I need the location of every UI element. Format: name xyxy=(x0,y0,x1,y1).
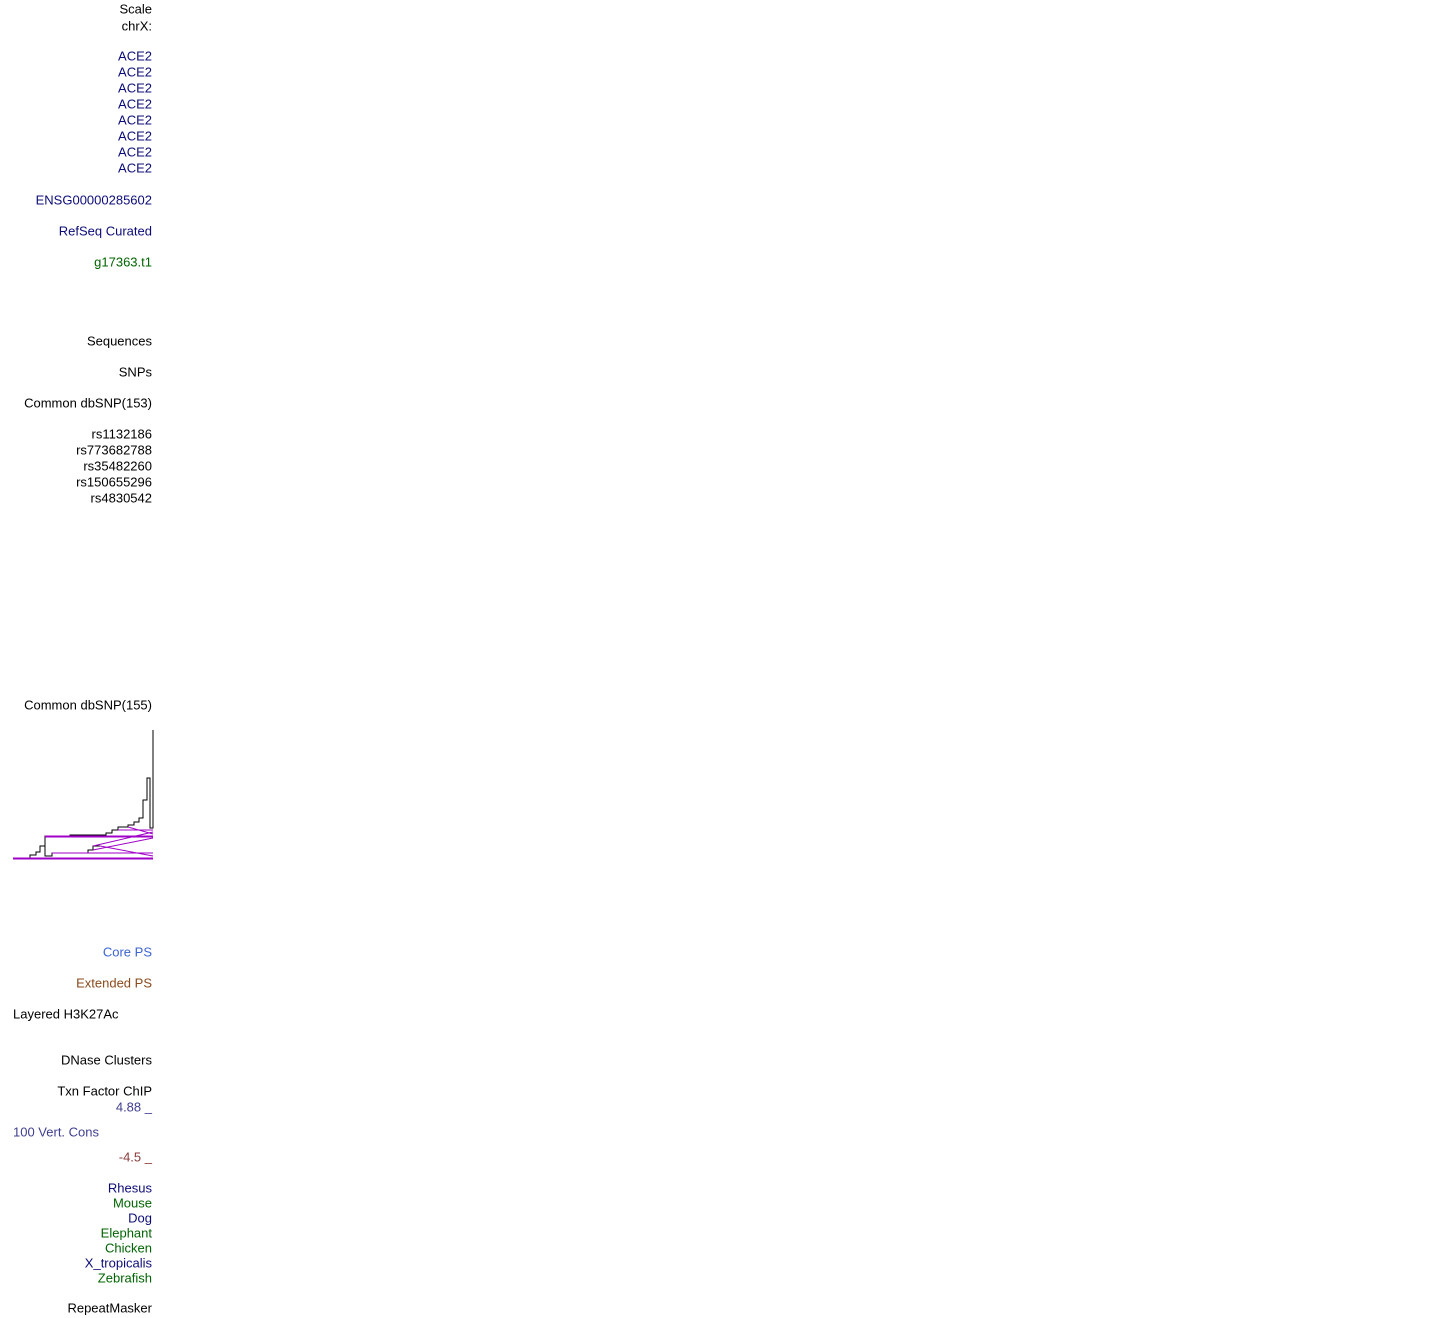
track-label[interactable]: RefSeq Curated xyxy=(59,223,152,238)
track-label[interactable]: 4.88 _ xyxy=(116,1099,153,1114)
track-label[interactable]: Elephant xyxy=(101,1225,153,1240)
track-label[interactable]: rs4830542 xyxy=(91,490,152,505)
track-label[interactable]: 100 Vert. Cons xyxy=(13,1124,99,1139)
track-label[interactable]: Core PS xyxy=(103,944,152,959)
track-label[interactable]: ACE2 xyxy=(118,48,152,63)
track-label[interactable]: Mouse xyxy=(113,1195,152,1210)
track-label[interactable]: RepeatMasker xyxy=(67,1300,152,1315)
track-label[interactable]: ENSG00000285602 xyxy=(36,192,152,207)
track-label[interactable]: chrX: xyxy=(122,18,152,33)
track-label[interactable]: Rhesus xyxy=(108,1180,153,1195)
track-label[interactable]: rs1132186 xyxy=(92,426,152,441)
track-label[interactable]: Extended PS xyxy=(76,975,152,990)
track-label[interactable]: Scale xyxy=(119,1,152,16)
track-label[interactable]: Common dbSNP(155) xyxy=(24,697,152,712)
track-label[interactable]: DNase Clusters xyxy=(61,1052,153,1067)
track-label[interactable]: ACE2 xyxy=(118,64,152,79)
track-label[interactable]: g17363.t1 xyxy=(94,254,152,269)
track-label[interactable]: ACE2 xyxy=(118,112,152,127)
tree-graphic xyxy=(13,730,154,860)
track-label[interactable]: Layered H3K27Ac xyxy=(13,1006,119,1021)
track-label[interactable]: Dog xyxy=(128,1210,152,1225)
track-label[interactable]: rs35482260 xyxy=(83,458,152,473)
track-label[interactable]: Common dbSNP(153) xyxy=(24,395,152,410)
track-label[interactable]: ACE2 xyxy=(118,80,152,95)
track-label[interactable]: SNPs xyxy=(119,364,153,379)
track-label[interactable]: ACE2 xyxy=(118,144,152,159)
track-label[interactable]: rs773682788 xyxy=(76,442,152,457)
track-label[interactable]: ACE2 xyxy=(118,128,152,143)
track-label[interactable]: ACE2 xyxy=(118,96,152,111)
track-label[interactable]: ACE2 xyxy=(118,160,152,175)
track-label[interactable]: Txn Factor ChIP xyxy=(57,1083,152,1098)
track-label[interactable]: Chicken xyxy=(105,1240,152,1255)
track-label[interactable]: X_tropicalis xyxy=(85,1255,153,1270)
track-label[interactable]: rs150655296 xyxy=(76,474,152,489)
track-label[interactable]: Sequences xyxy=(87,333,153,348)
track-label[interactable]: -4.5 _ xyxy=(119,1149,153,1164)
track-label[interactable]: Zebrafish xyxy=(98,1270,152,1285)
